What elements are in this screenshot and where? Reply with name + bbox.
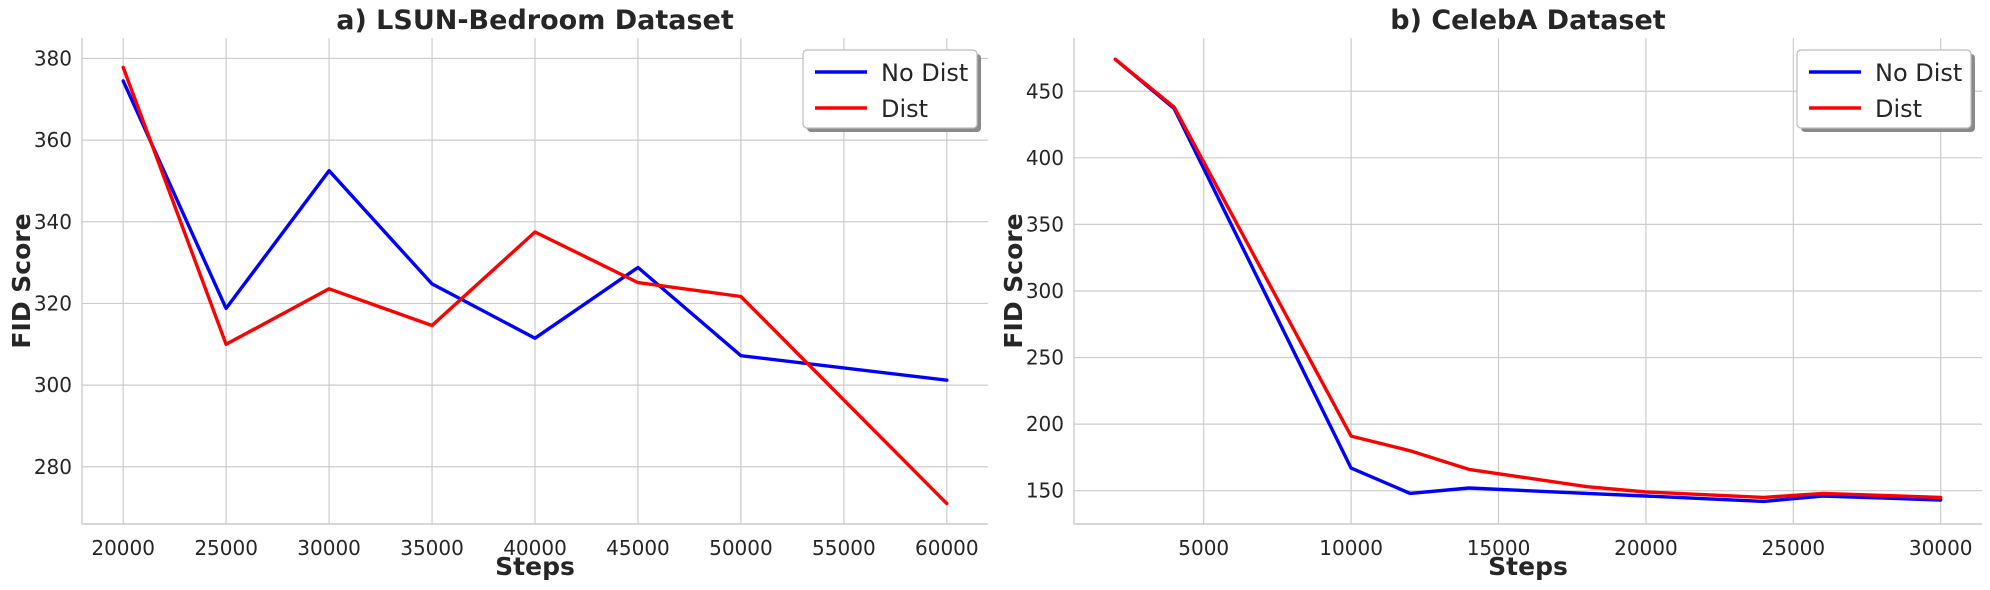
x-tick-label: 45000 — [606, 536, 670, 560]
x-tick-label: 10000 — [1319, 536, 1383, 560]
chart-title: b) CelebA Dataset — [1390, 5, 1666, 36]
legend-label: No Dist — [1875, 59, 1962, 87]
x-tick-label: 20000 — [91, 536, 155, 560]
series-line-dist — [1113, 57, 1943, 500]
y-axis-label: FID Score — [999, 213, 1028, 348]
x-tick-label: 30000 — [1909, 536, 1973, 560]
legend-label: No Dist — [881, 59, 968, 87]
y-tick-label: 380 — [34, 46, 72, 70]
x-axis-label: Steps — [495, 552, 575, 581]
y-tick-label: 400 — [1026, 146, 1064, 170]
y-tick-label: 300 — [1026, 279, 1064, 303]
x-axis-label: Steps — [1488, 552, 1568, 581]
chart-title: a) LSUN-Bedroom Dataset — [336, 5, 734, 36]
y-axis-label: FID Score — [7, 213, 36, 348]
series-line-no-dist — [1113, 57, 1943, 504]
x-tick-label: 55000 — [812, 536, 876, 560]
legend: No Dist Dist — [802, 49, 981, 132]
y-tick-label: 320 — [34, 291, 72, 315]
y-tick-label: 250 — [1026, 346, 1064, 370]
y-tick-label: 280 — [34, 455, 72, 479]
x-tick-label: 30000 — [297, 536, 361, 560]
panel-celeba: 5000 10000 15000 20000 25000 30000 150 200 250 30… — [999, 5, 1982, 581]
panel-lsun-bedroom: 20000 25000 30000 35000 40000 45000 50000 55000… — [7, 5, 988, 581]
y-tick-label: 340 — [34, 210, 72, 234]
x-tick-label: 35000 — [400, 536, 464, 560]
legend: No Dist Dist — [1796, 49, 1975, 132]
x-tick-label: 15000 — [1467, 536, 1531, 560]
series-line-dist — [121, 65, 949, 506]
x-tick-label: 60000 — [915, 536, 979, 560]
y-tick-label: 360 — [34, 128, 72, 152]
x-tick-label: 20000 — [1614, 536, 1678, 560]
y-tick-label: 150 — [1026, 479, 1064, 503]
y-tick-label: 450 — [1026, 79, 1064, 103]
legend-label: Dist — [881, 95, 928, 123]
series-line-no-dist — [121, 79, 949, 382]
x-tick-label: 5000 — [1178, 536, 1229, 560]
y-tick-label: 350 — [1026, 212, 1064, 236]
x-tick-label: 25000 — [194, 536, 258, 560]
legend-label: Dist — [1875, 95, 1922, 123]
x-tick-label: 40000 — [503, 536, 567, 560]
x-tick-label: 25000 — [1762, 536, 1826, 560]
y-tick-label: 200 — [1026, 412, 1064, 436]
y-tick-label: 300 — [34, 373, 72, 397]
x-tick-label: 50000 — [709, 536, 773, 560]
